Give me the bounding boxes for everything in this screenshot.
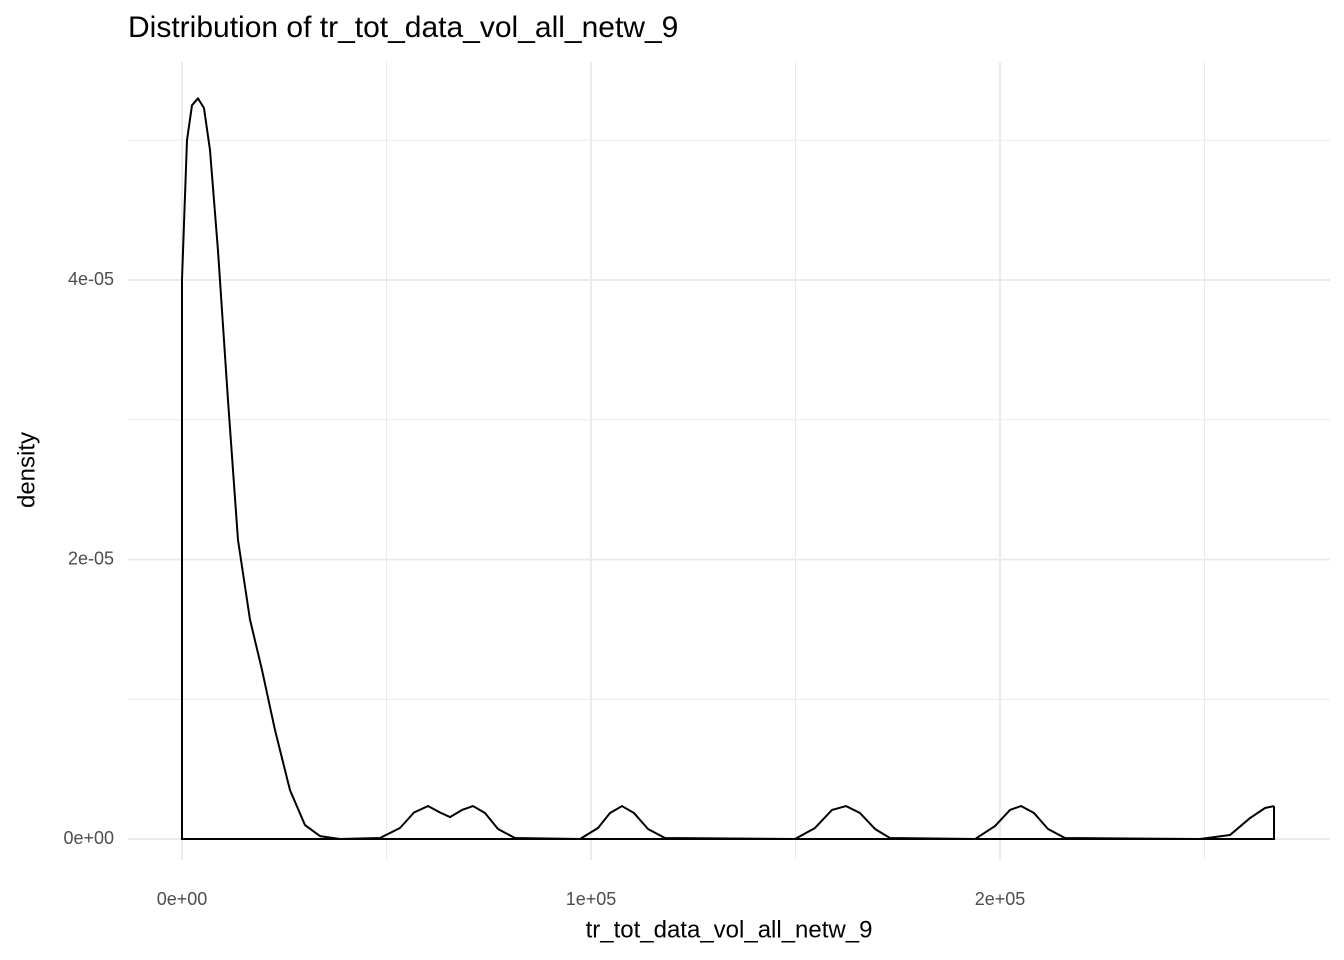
x-tick-label: 0e+00 xyxy=(157,889,208,909)
x-tick-label: 1e+05 xyxy=(566,889,617,909)
x-axis-title: tr_tot_data_vol_all_netw_9 xyxy=(586,916,873,943)
density-curve xyxy=(180,97,1275,841)
y-tick-label: 2e-05 xyxy=(68,548,114,568)
y-axis-title: density xyxy=(13,432,40,508)
x-tick-label: 2e+05 xyxy=(975,889,1026,909)
chart-title: Distribution of tr_tot_data_vol_all_netw… xyxy=(128,11,678,44)
y-tick-label: 4e-05 xyxy=(68,269,114,289)
y-tick-label: 0e+00 xyxy=(63,828,114,848)
